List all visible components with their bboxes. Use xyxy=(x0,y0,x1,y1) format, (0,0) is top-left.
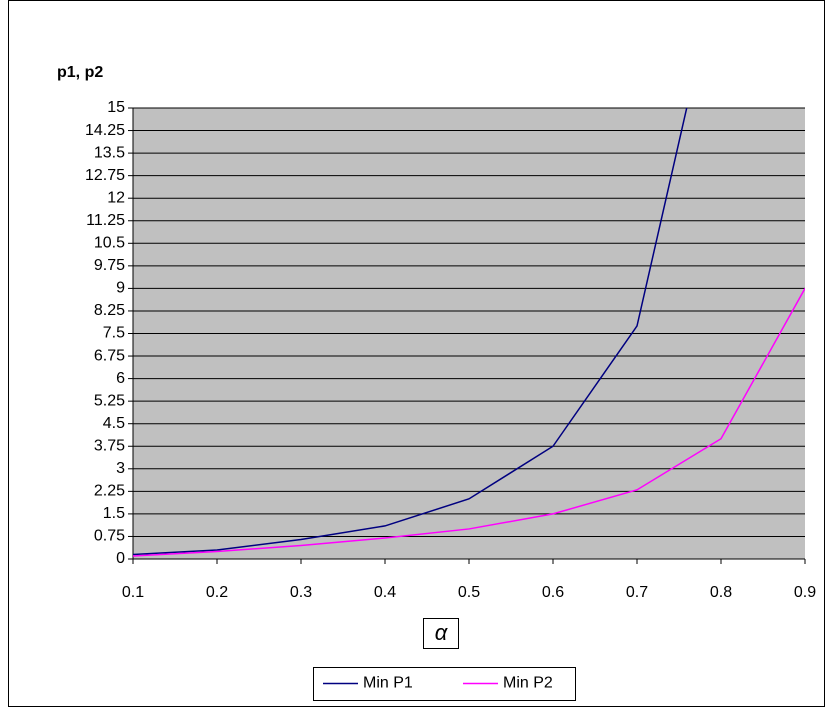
x-tick-label: 0.2 xyxy=(206,584,228,601)
y-tick-label: 6 xyxy=(116,370,125,387)
y-tick-label: 8.25 xyxy=(94,302,125,319)
y-tick-label: 10.5 xyxy=(94,235,125,252)
x-tick-label: 0.5 xyxy=(458,584,480,601)
x-tick-label: 0.1 xyxy=(122,584,144,601)
y-tick-label: 12.75 xyxy=(85,167,125,184)
legend-label: Min P1 xyxy=(363,675,413,692)
x-tick-label: 0.3 xyxy=(290,584,312,601)
x-axis-title-box xyxy=(423,618,459,649)
y-tick-label: 3.75 xyxy=(94,437,125,454)
y-tick-label: 9.75 xyxy=(94,257,125,274)
x-axis-title: α xyxy=(435,620,449,645)
y-tick-label: 6.75 xyxy=(94,347,125,364)
y-tick-label: 7.5 xyxy=(103,325,125,342)
y-tick-label: 1.5 xyxy=(103,505,125,522)
x-tick-label: 0.6 xyxy=(542,584,564,601)
x-tick-label: 0.7 xyxy=(626,584,648,601)
y-tick-label: 0.75 xyxy=(94,528,125,545)
y-tick-label: 12 xyxy=(107,189,125,206)
y-tick-label: 5.25 xyxy=(94,392,125,409)
y-tick-label: 0 xyxy=(116,550,125,567)
y-tick-label: 15 xyxy=(107,99,125,116)
x-tick-label: 0.8 xyxy=(710,584,732,601)
y-tick-label: 3 xyxy=(116,460,125,477)
legend-label: Min P2 xyxy=(503,675,553,692)
x-tick-label: 0.9 xyxy=(794,584,816,601)
line-series xyxy=(133,288,805,557)
y-tick-label: 13.5 xyxy=(94,144,125,161)
y-tick-label: 11.25 xyxy=(86,212,125,229)
x-tick-label: 0.4 xyxy=(374,584,396,601)
y-tick-label: 14.25 xyxy=(85,122,125,139)
line-series xyxy=(133,108,688,556)
y-tick-label: 2.25 xyxy=(94,483,125,500)
y-tick-label: 9 xyxy=(116,280,125,297)
y-tick-label: 4.5 xyxy=(103,415,125,432)
y-axis-title: p1, p2 xyxy=(57,64,103,81)
